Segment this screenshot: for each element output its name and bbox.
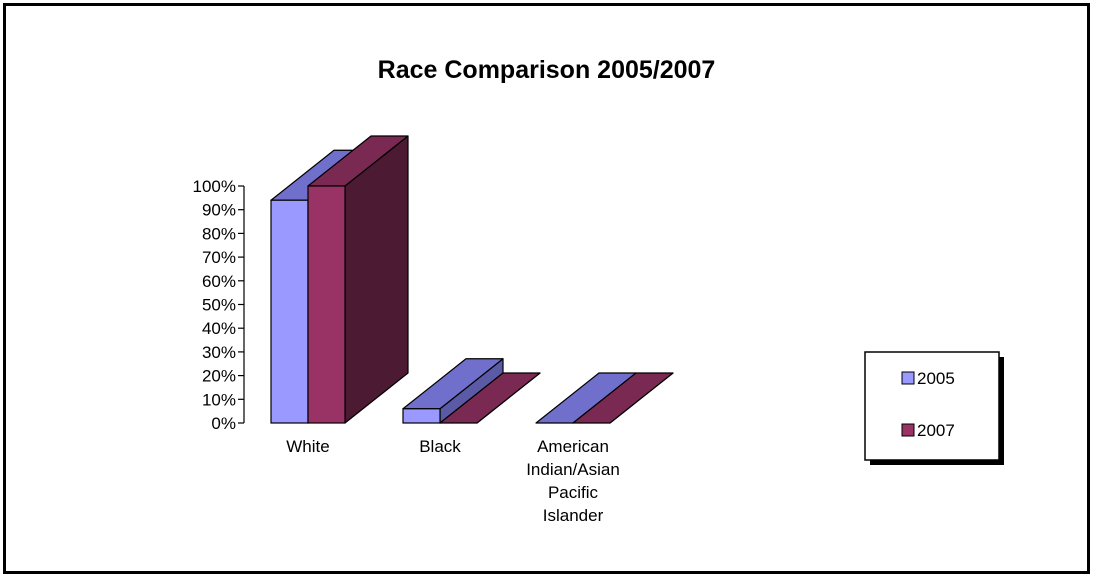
bar-front-2007-0 — [307, 185, 346, 424]
bar-front-2005-0 — [270, 199, 309, 424]
legend-box — [864, 351, 1000, 461]
x-category-label: Indian/Asian — [526, 460, 620, 479]
y-tick-label: 30% — [202, 343, 236, 362]
x-category-label: American — [537, 437, 609, 456]
y-tick-label: 50% — [202, 296, 236, 315]
y-tick-label: 10% — [202, 390, 236, 409]
y-tick-label: 20% — [202, 367, 236, 386]
y-tick-label: 60% — [202, 272, 236, 291]
y-tick-label: 70% — [202, 248, 236, 267]
y-tick-label: 40% — [202, 319, 236, 338]
x-category-label: Islander — [543, 506, 604, 525]
chart-frame: Race Comparison 2005/2007 — [3, 3, 1090, 574]
chart-title: Race Comparison 2005/2007 — [377, 56, 716, 84]
legend-label-2005: 2005 — [917, 369, 955, 388]
y-tick-label: 0% — [211, 414, 236, 433]
legend-label-2007: 2007 — [917, 421, 955, 440]
bar-top — [572, 372, 674, 424]
bar-top — [439, 372, 541, 424]
legend-swatch-2005 — [901, 371, 915, 385]
x-category-label: Pacific — [548, 483, 599, 502]
y-tick-label: 80% — [202, 224, 236, 243]
legend-swatch-2007 — [901, 423, 915, 437]
bar-front-2005-1 — [402, 408, 441, 424]
x-category-label: Black — [419, 437, 461, 456]
x-category-label: White — [286, 437, 329, 456]
y-tick-label: 90% — [202, 201, 236, 220]
y-tick-label: 100% — [193, 177, 236, 196]
